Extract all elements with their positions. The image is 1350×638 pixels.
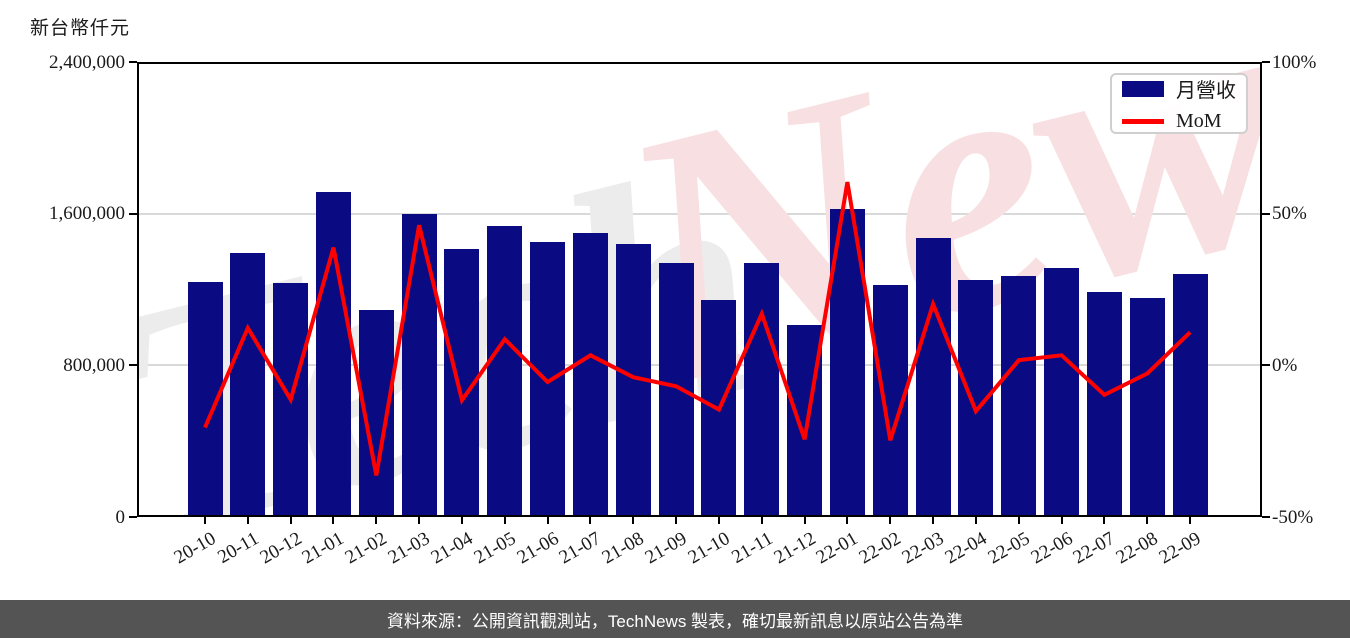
x-tick-mark-22-01 — [846, 517, 849, 524]
bar-22-09 — [1172, 273, 1208, 517]
source-caption: 資料來源：公開資訊觀測站，TechNews 製表，確切最新訊息以原站公告為準 — [0, 600, 1350, 638]
left-tick-mark — [129, 364, 137, 367]
right-tick-label--50%: -50% — [1272, 506, 1314, 528]
right-tick-mark — [1262, 61, 1270, 63]
x-tick-mark-21-08 — [632, 517, 635, 524]
x-tick-mark-21-05 — [503, 517, 506, 524]
x-tick-mark-20-11 — [246, 517, 249, 524]
x-tick-mark-21-09 — [675, 517, 678, 524]
bar-21-11 — [744, 262, 780, 517]
legend-row-revenue: 月營收 — [1122, 74, 1236, 103]
x-tick-mark-21-12 — [803, 517, 806, 524]
bar-21-03 — [401, 214, 437, 517]
legend: 月營收 MoM — [1110, 73, 1248, 134]
bar-22-05 — [1001, 275, 1037, 517]
right-tick-label-50%: 50% — [1272, 203, 1307, 225]
right-tick-mark — [1262, 212, 1270, 215]
plot-area: Tech News — [137, 62, 1262, 517]
x-tick-mark-21-03 — [418, 517, 421, 524]
bar-21-09 — [658, 262, 694, 517]
mom-line — [203, 181, 1192, 476]
right-tick-label-0%: 0% — [1272, 354, 1298, 376]
bar-20-11 — [230, 252, 266, 517]
right-tick-label-100%: 100% — [1272, 51, 1317, 73]
mom-line-series — [203, 181, 1192, 476]
x-tick-mark-22-09 — [1189, 517, 1192, 524]
bar-21-07 — [572, 232, 608, 517]
x-tick-mark-21-11 — [760, 517, 763, 524]
mom-swatch-icon — [1122, 119, 1164, 124]
gridline — [137, 212, 1262, 215]
bar-22-08 — [1129, 297, 1165, 517]
x-tick-mark-22-06 — [1060, 517, 1063, 524]
x-tick-mark-22-04 — [974, 517, 977, 524]
x-tick-mark-21-10 — [717, 517, 720, 524]
left-tick-label-2,400,000: 2,400,000 — [49, 51, 125, 73]
revenue-swatch-icon — [1122, 80, 1164, 97]
left-tick-mark — [129, 212, 137, 215]
left-tick-mark — [129, 516, 137, 518]
x-tick-mark-21-06 — [546, 517, 549, 524]
right-tick-mark — [1262, 516, 1270, 518]
x-tick-mark-21-07 — [589, 517, 592, 524]
legend-label-mom: MoM — [1176, 110, 1222, 132]
x-tick-mark-22-07 — [1103, 517, 1106, 524]
x-tick-mark-22-03 — [932, 517, 935, 524]
x-tick-mark-22-05 — [1017, 517, 1020, 524]
left-tick-label-1,600,000: 1,600,000 — [49, 203, 125, 225]
gridline — [137, 364, 1262, 367]
bar-22-03 — [915, 237, 951, 517]
bar-22-06 — [1044, 267, 1080, 517]
x-tick-mark-22-02 — [889, 517, 892, 524]
bar-21-05 — [487, 225, 523, 517]
legend-label-revenue: 月營收 — [1176, 80, 1236, 102]
x-tick-mark-20-12 — [289, 517, 292, 524]
left-tick-label-800,000: 800,000 — [63, 354, 125, 376]
left-tick-mark — [129, 61, 137, 63]
left-axis-unit-label: 新台幣仟元 — [30, 18, 131, 39]
x-tick-mark-21-01 — [332, 517, 335, 524]
x-tick-mark-21-04 — [460, 517, 463, 524]
legend-row-mom: MoM — [1122, 110, 1236, 133]
bar-21-01 — [315, 191, 351, 517]
x-tick-mark-20-10 — [204, 517, 206, 524]
bar-22-07 — [1086, 291, 1122, 517]
x-tick-mark-21-02 — [375, 517, 378, 524]
left-tick-label-0: 0 — [115, 506, 126, 528]
x-tick-mark-22-08 — [1146, 517, 1149, 524]
right-tick-mark — [1262, 364, 1270, 367]
bar-21-12 — [787, 324, 823, 517]
